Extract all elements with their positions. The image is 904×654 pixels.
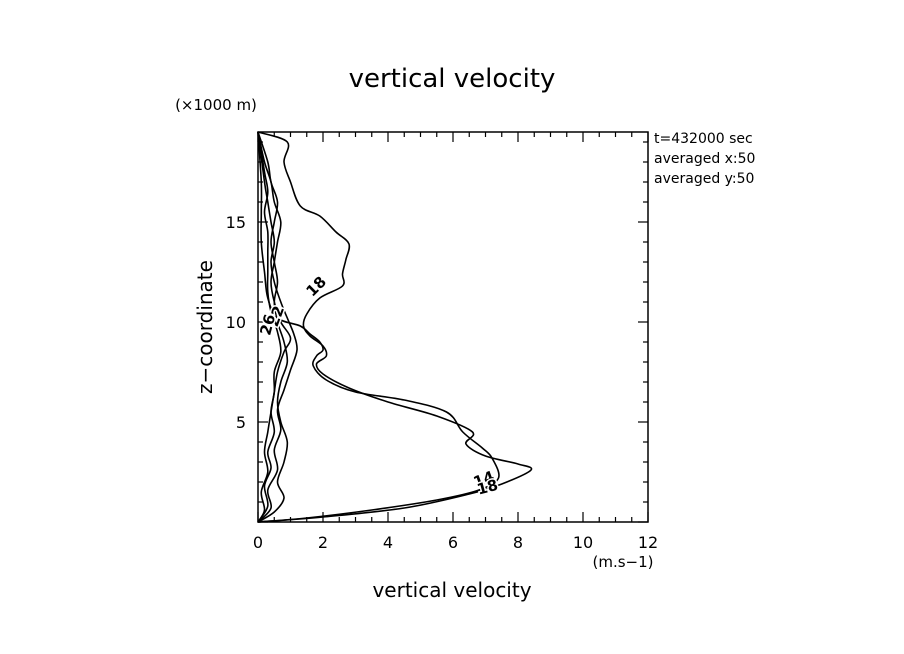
x-tick-label: 8 <box>513 533 523 552</box>
info-box: t=432000 sec averaged x:50 averaged y:50 <box>654 131 755 187</box>
info-line: t=432000 sec <box>654 131 753 147</box>
series-line <box>257 131 500 523</box>
tick-labels: 0 2 4 6 8 10 12 5 10 15 <box>226 213 659 552</box>
y-axis-label: z−coordinate <box>193 260 217 394</box>
x-unit-label: (m.s−1) <box>592 553 653 571</box>
x-axis-label: vertical velocity <box>372 578 531 602</box>
series-line <box>257 131 533 523</box>
series-line <box>257 131 282 523</box>
x-tick-label: 6 <box>448 533 458 552</box>
x-tick-label: 4 <box>383 533 393 552</box>
series-line <box>257 131 289 523</box>
x-tick-label: 10 <box>573 533 593 552</box>
x-tick-label: 2 <box>318 533 328 552</box>
contour-label: 18 <box>302 273 329 300</box>
profile-lines <box>257 131 533 523</box>
chart-title: vertical velocity <box>349 64 556 94</box>
y-unit-label: (×1000 m) <box>175 96 257 114</box>
series-line <box>257 131 298 523</box>
info-line: averaged x:50 <box>654 151 755 167</box>
series-line <box>257 131 292 523</box>
y-tick-label: 15 <box>226 213 246 232</box>
contour-label: 18 <box>475 476 500 499</box>
y-tick-label: 5 <box>236 413 246 432</box>
y-tick-label: 10 <box>226 313 246 332</box>
info-line: averaged y:50 <box>654 171 754 187</box>
x-tick-label: 12 <box>638 533 658 552</box>
plot-frame <box>257 131 649 523</box>
x-tick-label: 0 <box>253 533 263 552</box>
axis-ticks <box>257 132 649 523</box>
